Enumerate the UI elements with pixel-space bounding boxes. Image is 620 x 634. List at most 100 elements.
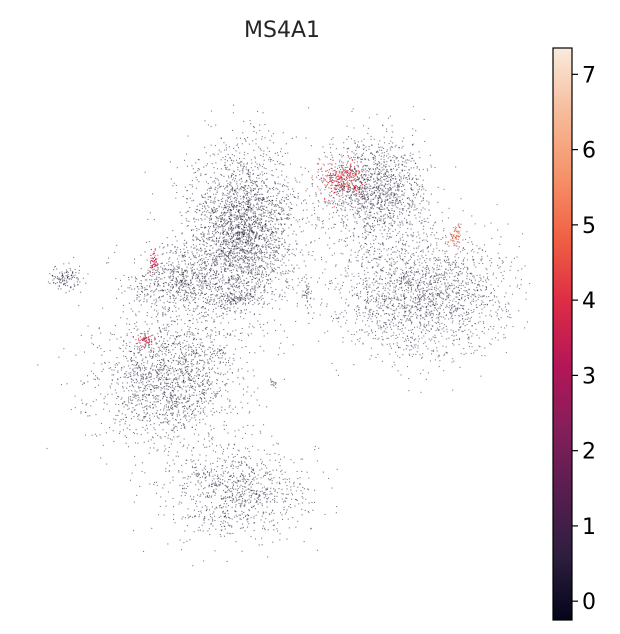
cell-point [269, 282, 271, 284]
cell-point [267, 200, 269, 202]
cell-point [396, 181, 398, 183]
cell-point [246, 250, 248, 252]
cell-point [281, 231, 283, 233]
cell-point [376, 287, 378, 289]
cell-point [341, 188, 343, 190]
cell-point [388, 177, 390, 179]
cell-point [226, 160, 228, 162]
cell-point [352, 170, 354, 172]
cell-point [246, 214, 248, 216]
cell-point [384, 258, 386, 260]
cell-point [210, 187, 212, 189]
cell-point [203, 273, 205, 275]
cell-point [355, 171, 357, 173]
cell-point [235, 260, 237, 262]
cell-point [209, 245, 211, 247]
cell-point [328, 218, 330, 220]
cell-point [253, 254, 255, 256]
cell-point [410, 308, 412, 310]
cell-point [238, 232, 240, 234]
cell-point [393, 194, 395, 196]
cell-point [346, 244, 348, 246]
cell-point [328, 169, 330, 171]
cell-point [218, 205, 220, 207]
cell-point [452, 261, 454, 263]
cell-point [373, 186, 375, 188]
cell-point [387, 209, 389, 211]
cell-point [349, 190, 351, 192]
cell-point [357, 254, 359, 256]
cell-point [179, 211, 181, 213]
cell-point [357, 207, 359, 209]
cell-point [349, 205, 351, 207]
cell-point [404, 205, 406, 207]
cell-point [235, 178, 237, 180]
cell-point [313, 209, 315, 211]
cell-point [479, 247, 481, 249]
cell-point [472, 298, 474, 300]
cell-point [277, 259, 279, 261]
cell-point [354, 154, 356, 156]
cell-point [297, 221, 299, 223]
cell-point [419, 297, 421, 299]
cell-point [396, 234, 398, 236]
cell-point [229, 228, 231, 230]
cell-point [267, 196, 269, 198]
cell-point [379, 194, 381, 196]
cell-point [341, 172, 343, 174]
cell-point [193, 218, 195, 220]
cell-point [248, 229, 250, 231]
cell-point [248, 169, 250, 171]
cell-point [367, 127, 369, 129]
cell-point [244, 210, 246, 212]
cell-point [427, 217, 429, 219]
cell-point [190, 246, 192, 248]
cell-point [312, 183, 314, 185]
cell-point [272, 133, 274, 135]
cell-point [301, 219, 303, 221]
cell-point [356, 164, 358, 166]
cell-point [458, 292, 460, 294]
cell-point [232, 244, 234, 246]
cell-point [266, 251, 268, 253]
cell-point [270, 265, 272, 267]
cell-point [248, 199, 250, 201]
cell-point [403, 244, 405, 246]
cell-point [220, 255, 222, 257]
cell-point [358, 178, 360, 180]
cell-point [248, 272, 250, 274]
cell-point [402, 233, 404, 235]
cell-point [207, 210, 209, 212]
cell-point [242, 303, 244, 305]
cell-point [283, 245, 285, 247]
cell-point [343, 180, 345, 182]
cell-point [426, 200, 428, 202]
cell-point [358, 298, 360, 300]
cell-point [214, 145, 216, 147]
cell-point [226, 231, 228, 233]
cell-point [247, 241, 249, 243]
cell-point [373, 158, 375, 160]
cell-point [224, 262, 226, 264]
cell-point [242, 259, 244, 261]
cell-point [393, 220, 395, 222]
cell-point [289, 217, 291, 219]
cell-point [241, 231, 243, 233]
cell-point [270, 271, 272, 273]
cell-point [248, 226, 250, 228]
cell-point [255, 253, 257, 255]
cell-point [264, 238, 266, 240]
cell-point [373, 178, 375, 180]
cell-point [229, 223, 231, 225]
cell-point [365, 187, 367, 189]
cell-point [365, 225, 367, 227]
cell-point [342, 165, 344, 167]
cell-point [236, 137, 238, 139]
cell-point [432, 312, 434, 314]
cell-point [195, 218, 197, 220]
cell-point [410, 184, 412, 186]
cell-point [230, 252, 232, 254]
cell-point [195, 278, 197, 280]
cell-point [343, 170, 345, 172]
cell-point [219, 226, 221, 228]
